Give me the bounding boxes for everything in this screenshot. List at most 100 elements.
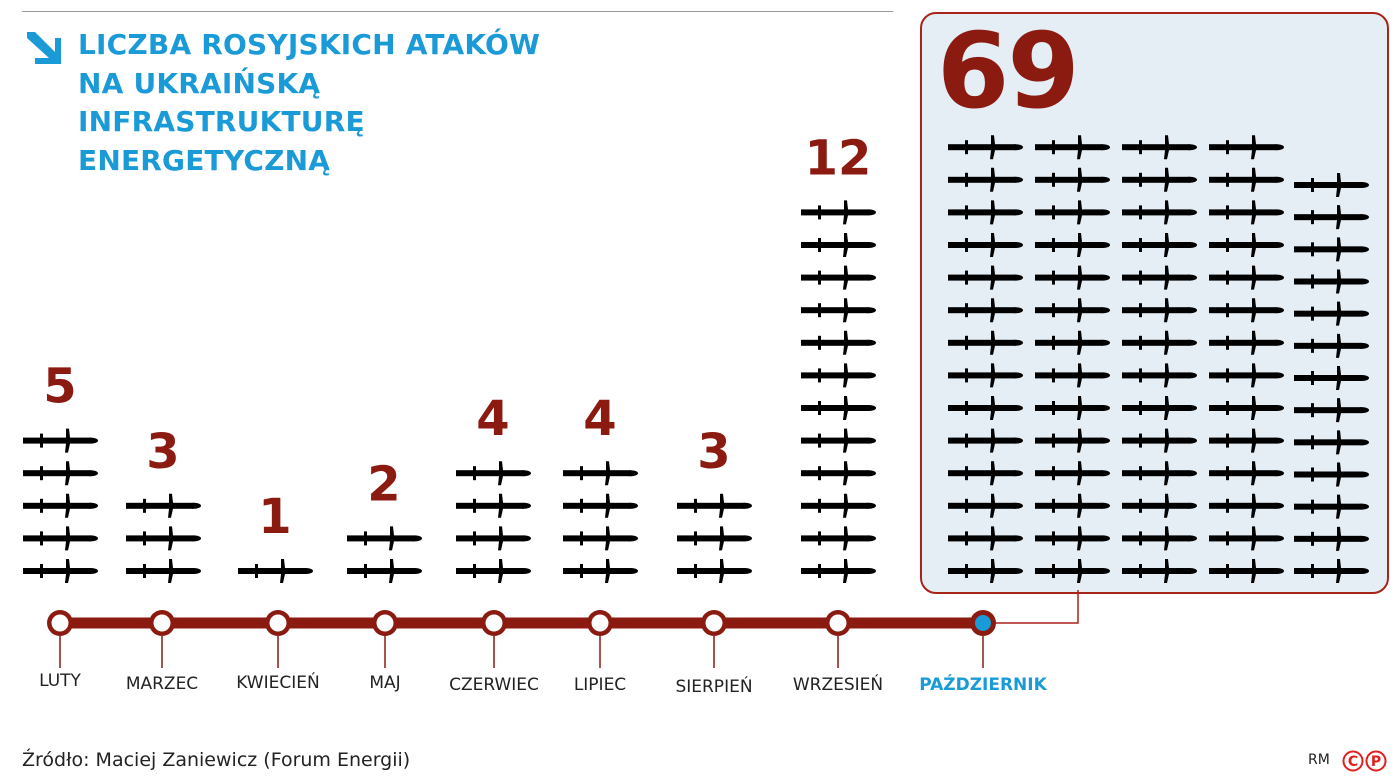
missile-icon [126,493,201,518]
value-label: 5 [43,359,76,415]
missile-icon [1294,462,1369,487]
month-label: MAJ [369,673,400,693]
missile-icon [801,493,876,518]
missile-icon [1035,233,1110,257]
missile-icon [801,233,876,257]
missile-icon [1294,173,1369,197]
value-label: 4 [583,391,616,447]
title-line: LICZBA ROSYJSKICH ATAKÓW [78,28,541,61]
missile-icon [948,363,1023,388]
missile-icon [1209,363,1284,388]
missile-icon [801,559,876,583]
missile-icon [801,363,876,388]
missile-icon [23,461,98,486]
missile-icon [1294,494,1369,519]
missile-icon [1122,363,1197,388]
month-label: LIPIEC [574,675,626,695]
missile-icon [1209,265,1284,290]
top-rule [22,11,893,12]
value-label: 2 [367,456,400,512]
title-line: INFRASTRUKTURĘ [78,105,365,138]
svg-text:C: C [1348,754,1358,770]
value-label: 3 [146,424,179,480]
missile-icon [801,428,876,453]
missile-icon [677,559,752,583]
missile-icon [1035,428,1110,453]
missile-icon [23,526,98,551]
missile-icon [456,559,531,583]
missile-icon [1294,269,1369,294]
value-label: 1 [258,489,291,545]
missile-icon [1294,559,1369,583]
missile-icon [1294,430,1369,455]
missile-icon [1209,233,1284,257]
arrow-down-right-icon [27,32,61,64]
timeline-node-center [153,614,171,632]
missile-icon [1294,333,1369,358]
source-note: Źródło: Maciej Zaniewicz (Forum Energii) [22,749,411,771]
month-label: KWIECIEŃ [236,671,319,693]
missile-icon [1209,298,1284,323]
timeline-node-center [829,614,847,632]
missile-icon [1209,428,1284,453]
missile-icon [948,330,1023,355]
missile-icon [456,461,531,486]
missile-icon [1122,428,1197,453]
missile-icon [801,330,876,355]
missile-icon [1122,167,1197,192]
missile-icon [801,396,876,420]
title-line: ENERGETYCZNĄ [78,143,331,177]
missile-icon [948,461,1023,486]
svg-text:P: P [1371,754,1381,770]
timeline-node-center [51,614,69,632]
timeline-node-center [705,614,723,632]
missile-icon [1122,461,1197,486]
chart-title: LICZBA ROSYJSKICH ATAKÓW NA UKRAIŃSKĄ IN… [78,26,540,180]
missile-icon [1122,265,1197,290]
timeline-node-center [485,614,503,632]
missile-icon [347,526,422,551]
missile-icon [1035,363,1110,388]
missile-icon [1209,396,1284,420]
timeline-node-center [975,615,991,631]
timeline-node-center [591,614,609,632]
missile-icon [1209,559,1284,583]
missile-icon [948,265,1023,290]
missile-icon [1035,526,1110,551]
missile-icon [1294,526,1369,551]
missile-icon [347,559,422,583]
month-label: LUTY [39,671,81,691]
missile-icon [801,298,876,323]
missile-icon [456,493,531,518]
value-label: 12 [805,130,872,186]
value-label: 3 [697,424,730,480]
missile-icon [1035,493,1110,518]
missile-icon [1035,135,1110,160]
missile-icon [23,493,98,518]
missile-icon [563,559,638,583]
missile-icon [1209,461,1284,486]
missile-icon [1294,398,1369,423]
value-label: 4 [476,391,509,447]
highlight-value-label: 69 [937,10,1080,132]
missile-icon [1122,559,1197,583]
missile-icon [801,526,876,551]
missile-icon [948,135,1023,160]
author-credit: RM [1308,752,1330,768]
missile-icon [1209,135,1284,160]
missile-icon [23,559,98,583]
missile-icon [1209,526,1284,551]
month-label: SIERPIEŃ [675,675,752,697]
missile-icon [948,428,1023,453]
timeline-node-center [376,614,394,632]
missile-icon [563,461,638,486]
missile-icon [1209,167,1284,192]
missile-icon [1122,330,1197,355]
missile-icon [1035,559,1110,583]
missile-icon [23,428,98,453]
missile-icon [801,265,876,290]
month-label: MARZEC [126,674,198,694]
missile-icon [1035,167,1110,192]
missile-icon [1209,330,1284,355]
